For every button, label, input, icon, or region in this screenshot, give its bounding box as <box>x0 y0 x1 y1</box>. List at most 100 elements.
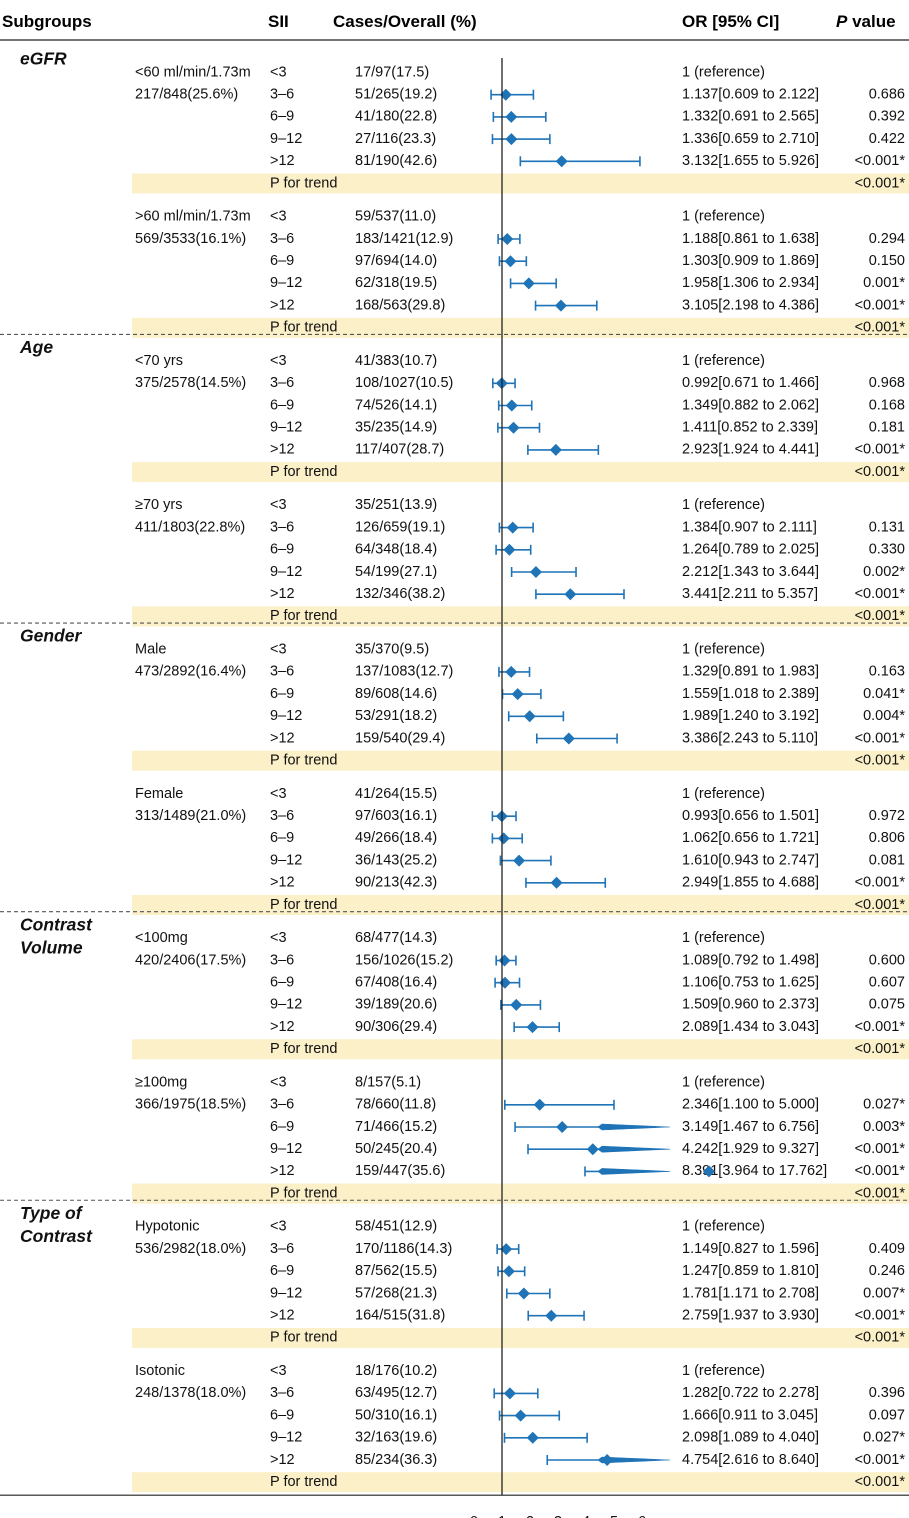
p-value-label: <0.001* <box>855 153 906 169</box>
cases-label: 51/265(19.2) <box>355 87 437 103</box>
or-label: 3.149[1.467 to 6.756] <box>682 1119 819 1135</box>
or-point-marker <box>500 1243 513 1256</box>
cases-label: 159/447(35.6) <box>355 1163 445 1179</box>
trend-band <box>132 1472 909 1493</box>
or-label: 1.303[0.909 to 1.869] <box>682 253 819 269</box>
trend-band <box>132 750 909 771</box>
cases-label: 85/234(36.3) <box>355 1452 437 1468</box>
trend-band <box>132 1039 909 1060</box>
sii-label: 9–12 <box>270 708 302 724</box>
or-label: 2.089[1.434 to 3.043] <box>682 1019 819 1035</box>
or-label: 1 (reference) <box>682 1219 765 1235</box>
or-label: 1 (reference) <box>682 353 765 369</box>
section-label-0: eGFR <box>20 49 67 69</box>
p-value-label: <0.001* <box>855 442 906 458</box>
sii-label: 3–6 <box>270 952 294 968</box>
sii-label: >12 <box>270 297 295 313</box>
p-value-label: 0.396 <box>869 1385 905 1401</box>
cases-label: 8/157(5.1) <box>355 1074 421 1090</box>
trend-p-value: <0.001* <box>855 1474 906 1490</box>
trend-band <box>132 1327 909 1348</box>
p-value-label: 0.131 <box>869 519 905 535</box>
or-point-marker <box>533 1098 546 1111</box>
sii-label: 6–9 <box>270 253 294 269</box>
or-point-marker <box>499 88 512 101</box>
p-value-label: <0.001* <box>855 1163 906 1179</box>
cases-label: 35/251(13.9) <box>355 497 437 513</box>
sii-label: 9–12 <box>270 997 302 1013</box>
p-value-label: 0.007* <box>863 1285 905 1301</box>
sii-label: 9–12 <box>270 275 302 291</box>
trend-band <box>132 317 909 338</box>
group-label: Isotonic <box>135 1363 185 1379</box>
x-tick-label: 5 <box>610 1514 618 1518</box>
or-point-marker <box>498 954 511 967</box>
or-point-marker <box>505 399 518 412</box>
or-label: 2.212[1.343 to 3.644] <box>682 564 819 580</box>
p-value-label: <0.001* <box>855 1019 906 1035</box>
sii-label: 3–6 <box>270 375 294 391</box>
cases-label: 97/694(14.0) <box>355 253 437 269</box>
or-label: 1.137[0.609 to 2.122] <box>682 87 819 103</box>
p-value-label: <0.001* <box>855 1308 906 1324</box>
cases-label: 97/603(16.1) <box>355 808 437 824</box>
x-tick-label: 1 <box>498 1514 506 1518</box>
or-label: 1.336[0.659 to 2.710] <box>682 131 819 147</box>
section-label-4: Type of Contrast <box>20 1203 93 1246</box>
p-value-label: 0.168 <box>869 397 905 413</box>
or-point-marker <box>529 566 542 578</box>
group-label: ≥100mg <box>135 1074 187 1090</box>
cases-label: 183/1421(12.9) <box>355 231 453 247</box>
cases-label: 68/477(14.3) <box>355 930 437 946</box>
p-value-label: 0.330 <box>869 542 905 558</box>
header-or: OR [95% CI] <box>682 12 779 31</box>
or-label: 1 (reference) <box>682 64 765 80</box>
or-label: 1 (reference) <box>682 1074 765 1090</box>
or-label: 1.106[0.753 to 1.625] <box>682 975 819 991</box>
or-label: 2.346[1.100 to 5.000] <box>682 1097 819 1113</box>
trend-label: P for trend <box>270 464 337 480</box>
p-value-label: 0.246 <box>869 1263 905 1279</box>
or-point-marker <box>503 1387 516 1400</box>
or-label: 1.247[0.859 to 1.810] <box>682 1263 819 1279</box>
cases-label: 17/97(17.5) <box>355 64 429 80</box>
p-value-label: 0.972 <box>869 808 905 824</box>
group-count: 313/1489(21.0%) <box>135 808 246 824</box>
trend-band <box>132 462 909 483</box>
sii-label: >12 <box>270 1308 295 1324</box>
trend-p-value: <0.001* <box>855 897 906 913</box>
or-label: 1 (reference) <box>682 786 765 802</box>
trend-label: P for trend <box>270 320 337 336</box>
cases-label: 58/451(12.9) <box>355 1219 437 1235</box>
group-label: Female <box>135 786 183 802</box>
cases-label: 36/143(25.2) <box>355 852 437 868</box>
or-point-marker <box>564 588 577 601</box>
cases-label: 41/383(10.7) <box>355 353 437 369</box>
sii-label: >12 <box>270 586 295 602</box>
sii-label: >12 <box>270 153 295 169</box>
cases-label: 164/515(31.8) <box>355 1308 445 1324</box>
or-label: 1.264[0.789 to 2.025] <box>682 542 819 558</box>
sii-label: 9–12 <box>270 1141 302 1157</box>
or-label: 1.329[0.891 to 1.983] <box>682 664 819 680</box>
or-point-marker <box>586 1143 599 1156</box>
p-value-label: 0.041* <box>863 686 905 702</box>
trend-p-value: <0.001* <box>855 1041 906 1057</box>
p-value-label: 0.075 <box>869 997 905 1013</box>
or-point-marker <box>510 998 523 1011</box>
or-label: 1.559[1.018 to 2.389] <box>682 686 819 702</box>
section-label-1: Age <box>19 337 53 357</box>
group-count: 217/848(25.6%) <box>135 87 238 103</box>
p-value-label: 0.097 <box>869 1407 905 1423</box>
cases-label: 67/408(16.4) <box>355 975 437 991</box>
header-sii: SII <box>268 12 289 31</box>
or-label: 1 (reference) <box>682 1363 765 1379</box>
cases-label: 137/1083(12.7) <box>355 664 453 680</box>
or-point-marker <box>526 1431 539 1444</box>
sii-label: 6–9 <box>270 1263 294 1279</box>
cases-label: 90/306(29.4) <box>355 1019 437 1035</box>
header-p-value: P value <box>836 12 896 31</box>
or-label: 3.441[2.211 to 5.357] <box>682 586 818 602</box>
p-value-label: 0.150 <box>869 253 905 269</box>
group-count: 248/1378(18.0%) <box>135 1385 246 1401</box>
